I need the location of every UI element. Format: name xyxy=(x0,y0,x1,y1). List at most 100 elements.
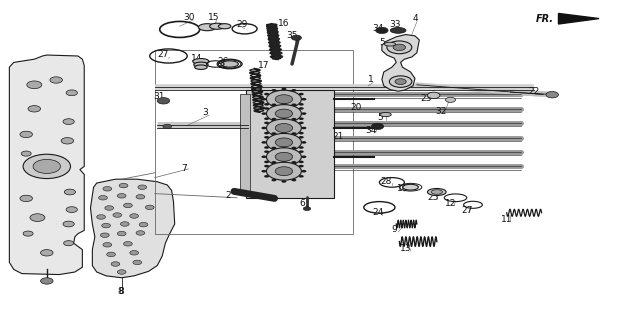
Circle shape xyxy=(264,161,269,163)
Circle shape xyxy=(291,150,296,153)
Circle shape xyxy=(261,127,266,129)
Circle shape xyxy=(291,35,301,40)
Circle shape xyxy=(138,185,147,189)
Ellipse shape xyxy=(403,184,419,190)
Ellipse shape xyxy=(431,190,442,194)
Text: 22: 22 xyxy=(528,87,539,96)
Text: 34: 34 xyxy=(366,126,377,135)
Circle shape xyxy=(21,151,31,156)
Circle shape xyxy=(264,136,269,139)
Circle shape xyxy=(271,121,276,124)
Circle shape xyxy=(100,233,109,237)
Circle shape xyxy=(281,137,286,140)
Text: 17: 17 xyxy=(258,61,269,70)
Circle shape xyxy=(145,205,154,210)
Circle shape xyxy=(299,122,304,124)
Circle shape xyxy=(103,243,112,247)
Circle shape xyxy=(299,150,304,153)
Circle shape xyxy=(133,260,142,265)
Ellipse shape xyxy=(218,24,231,29)
Text: 30: 30 xyxy=(183,13,195,22)
Text: 11: 11 xyxy=(501,215,512,224)
Circle shape xyxy=(61,138,74,144)
Text: 27: 27 xyxy=(158,50,169,59)
Ellipse shape xyxy=(221,61,238,67)
Text: 14: 14 xyxy=(191,54,202,63)
Ellipse shape xyxy=(380,113,391,117)
Circle shape xyxy=(261,170,266,172)
Polygon shape xyxy=(558,13,599,24)
Circle shape xyxy=(271,161,276,164)
Circle shape xyxy=(28,106,41,112)
Circle shape xyxy=(271,132,276,135)
Text: 34: 34 xyxy=(372,24,383,33)
Circle shape xyxy=(446,97,456,102)
Ellipse shape xyxy=(210,23,225,29)
Circle shape xyxy=(301,170,306,172)
Text: 28: 28 xyxy=(218,61,229,70)
Text: 1: 1 xyxy=(368,75,374,84)
Circle shape xyxy=(281,131,286,133)
Polygon shape xyxy=(9,55,84,275)
Circle shape xyxy=(99,196,107,200)
Circle shape xyxy=(264,117,269,120)
Circle shape xyxy=(66,90,77,96)
Text: 29: 29 xyxy=(236,20,248,29)
Circle shape xyxy=(271,89,276,92)
Circle shape xyxy=(299,103,304,106)
Circle shape xyxy=(281,151,286,154)
Text: 8: 8 xyxy=(117,287,123,296)
Circle shape xyxy=(266,119,301,137)
Circle shape xyxy=(261,141,266,144)
Ellipse shape xyxy=(384,42,396,46)
Circle shape xyxy=(291,179,296,181)
Circle shape xyxy=(266,148,301,166)
Circle shape xyxy=(264,146,269,149)
Circle shape xyxy=(41,250,53,256)
Circle shape xyxy=(301,112,306,115)
Circle shape xyxy=(299,117,304,120)
Circle shape xyxy=(264,122,269,124)
Circle shape xyxy=(30,214,45,221)
Circle shape xyxy=(291,107,296,109)
Ellipse shape xyxy=(427,188,446,196)
Circle shape xyxy=(291,147,296,149)
Circle shape xyxy=(136,231,145,235)
Circle shape xyxy=(264,132,269,134)
Text: 20: 20 xyxy=(350,103,361,112)
Circle shape xyxy=(136,195,145,199)
Circle shape xyxy=(261,98,266,100)
Circle shape xyxy=(105,206,114,210)
Circle shape xyxy=(63,119,74,124)
Circle shape xyxy=(97,215,105,219)
Text: 31: 31 xyxy=(154,92,165,101)
Circle shape xyxy=(275,124,293,132)
Ellipse shape xyxy=(193,62,208,67)
Text: 33: 33 xyxy=(389,20,401,28)
Circle shape xyxy=(271,103,276,106)
Text: 26: 26 xyxy=(218,57,229,66)
Circle shape xyxy=(27,81,42,89)
Circle shape xyxy=(157,98,170,104)
Circle shape xyxy=(261,156,266,158)
Circle shape xyxy=(281,102,286,105)
Circle shape xyxy=(266,133,301,151)
Circle shape xyxy=(393,44,406,51)
Circle shape xyxy=(113,213,122,217)
Circle shape xyxy=(299,146,304,149)
Circle shape xyxy=(291,161,296,164)
Circle shape xyxy=(281,108,286,111)
Circle shape xyxy=(389,76,412,87)
Circle shape xyxy=(117,270,126,274)
Text: 4: 4 xyxy=(412,14,418,23)
Circle shape xyxy=(299,136,304,139)
Circle shape xyxy=(264,103,269,106)
Circle shape xyxy=(291,103,296,106)
Circle shape xyxy=(299,107,304,110)
Circle shape xyxy=(266,162,301,180)
Circle shape xyxy=(266,105,301,123)
Ellipse shape xyxy=(195,65,207,69)
Circle shape xyxy=(271,147,276,149)
Text: 9: 9 xyxy=(391,225,397,234)
Bar xyxy=(246,90,334,198)
